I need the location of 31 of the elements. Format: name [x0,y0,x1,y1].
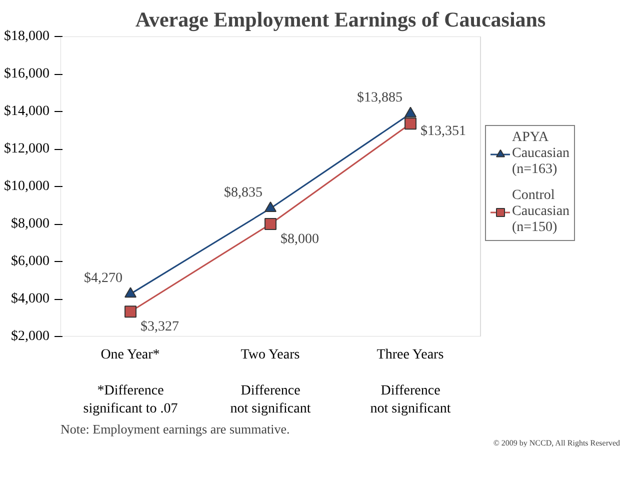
y-tick-label: $18,000 [4,29,50,44]
text: Difference not significant [230,384,311,416]
text: Difference not significant [370,384,451,416]
x-tick-label: One Year* [100,348,160,362]
y-tick-label: $6,000 [11,254,50,269]
data-label: $4,270 [84,270,122,286]
y-tick-label: $10,000 [4,179,50,194]
data-label: $13,885 [357,90,402,106]
legend-label: Control Caucasian (n=150) [512,188,570,236]
point [264,218,276,230]
text: *Difference significant to .07 [83,384,178,416]
point [264,201,276,212]
point [124,287,136,298]
data-label: $8,835 [224,185,262,200]
x-tick-label: Three Years [376,348,444,362]
chart-title: Average Employment Earnings of Caucasians [135,8,546,32]
x-tick-label: Two Years [240,348,300,362]
y-tick-label: $14,000 [4,104,50,119]
y-tick-label: $12,000 [4,142,50,156]
data-label: $8,000 [280,232,319,247]
text: Note: Employment earnings are summative. [60,422,290,436]
data-label: $13,351 [420,124,466,140]
point [404,106,416,118]
y-tick-label: $4,000 [11,292,50,306]
legend-label: APYA Caucasian (n=163) [512,130,570,178]
point [124,306,136,318]
text: © 2009 by NCCD, All Rights Reserved [493,438,620,448]
y-tick-label: $8,000 [11,216,50,232]
data-label: $3,327 [140,320,179,335]
y-tick-label: $2,000 [11,329,50,344]
y-tick-label: $16,000 [4,66,50,82]
